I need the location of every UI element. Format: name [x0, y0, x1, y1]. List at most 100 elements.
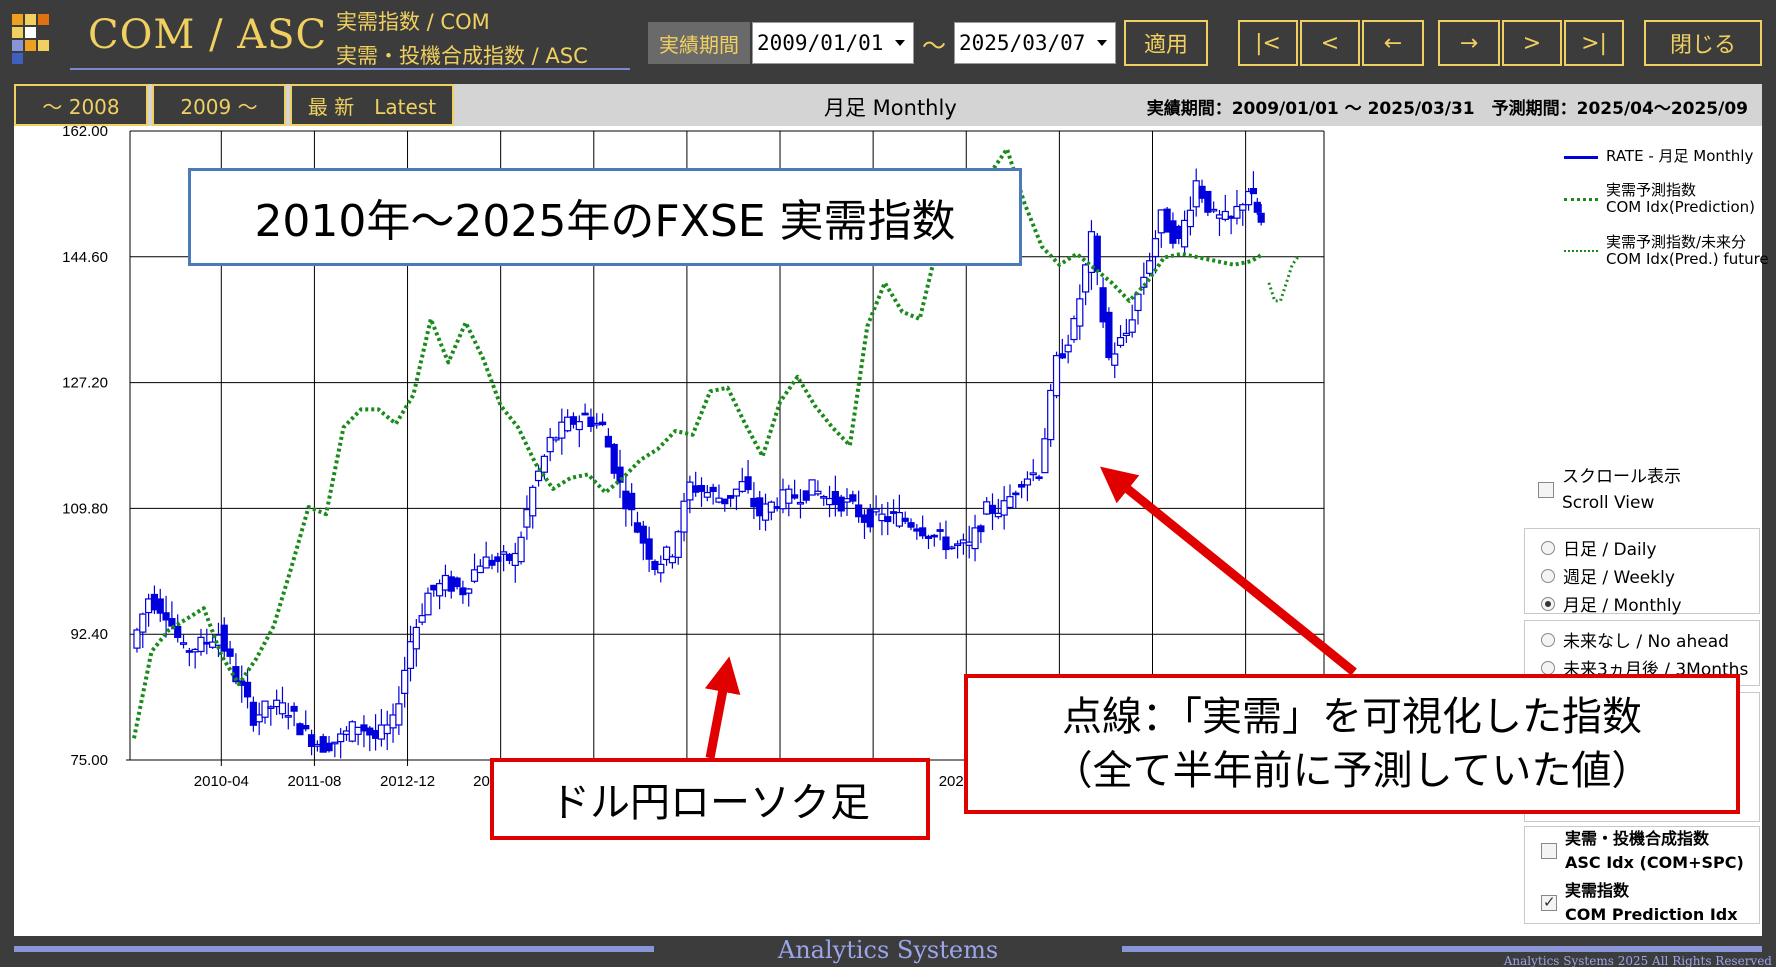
radio-daily[interactable]: 日足 / Daily [1541, 535, 1657, 560]
candle-body [197, 636, 205, 653]
scroll-view-label-jp: スクロール表示 [1562, 467, 1681, 487]
candle-body [1058, 353, 1066, 359]
candle-body [470, 569, 479, 582]
candle-body [942, 536, 950, 551]
candle-body [761, 503, 770, 521]
candle-body [610, 443, 618, 474]
annotation-candle-callout: ドル円ローソク足 [490, 758, 930, 840]
scroll-view-toggle[interactable]: スクロール表示 Scroll View [1538, 464, 1681, 516]
radio-no-ahead[interactable]: 未来なし / No ahead [1541, 627, 1729, 652]
candle-body [290, 705, 298, 712]
candle-body [959, 539, 968, 544]
candle-body [674, 531, 682, 558]
candle-body [919, 527, 927, 537]
candle-body [319, 736, 327, 753]
radio-no-ahead-button[interactable] [1541, 632, 1555, 647]
footer-copyright: Analytics Systems 2025 All Rights Reserv… [1503, 954, 1772, 967]
candle-body [808, 479, 816, 496]
candle-body [697, 484, 706, 492]
date-from-select[interactable]: 2009/01/01 [752, 22, 914, 64]
candle-body [930, 534, 938, 538]
candle-body [441, 574, 450, 591]
date-to-value: 2025/03/07 [959, 31, 1086, 55]
candle-body [1018, 484, 1026, 488]
candle-body [721, 498, 729, 505]
radio-monthly-button[interactable] [1541, 596, 1555, 611]
candle-body [837, 496, 845, 512]
radio-three-months-button[interactable] [1541, 660, 1555, 675]
arrow-to-prediction [1100, 466, 1357, 676]
candle-body [1198, 185, 1206, 199]
nav-first-button[interactable]: |< [1238, 20, 1298, 66]
candle-body [191, 648, 199, 653]
candle-body [814, 490, 822, 495]
y-tick-label: 92.40 [70, 626, 108, 643]
subtitle-com: 実需指数 / COM [336, 10, 490, 34]
candle-body [1221, 210, 1229, 220]
tab-latest[interactable]: 最 新 Latest [290, 84, 454, 126]
annotation-dotted-line2: （全て半年前に予測していた値） [1052, 748, 1652, 794]
y-axis-ticks: 162.00 144.60 127.20 109.80 92.40 75.00 [62, 126, 108, 769]
candle-body [1249, 187, 1258, 195]
date-from-value: 2009/01/01 [757, 31, 884, 55]
candle-body [1253, 201, 1261, 213]
annotation-dotted-line1: 点線：「実需」を可視化した指数 [1062, 694, 1642, 740]
radio-weekly-button[interactable] [1541, 568, 1555, 583]
candle-body [354, 726, 362, 735]
date-to-select[interactable]: 2025/03/07 [954, 22, 1116, 64]
candle-body [1215, 214, 1224, 219]
prediction-series [132, 147, 1300, 739]
candle-body [1041, 438, 1049, 474]
candle-body [1012, 492, 1020, 496]
candle-body [185, 650, 193, 653]
legend-label-rate: RATE - 月足 Monthly [1606, 147, 1754, 165]
candle-body [750, 497, 758, 508]
candle-body [505, 553, 514, 561]
tab-until-2008[interactable]: ～ 2008 [14, 84, 148, 126]
tab-from-2009[interactable]: 2009 ～ [152, 84, 286, 126]
index-checkbox-group: 実需・投機合成指数 ASC Idx (COM+SPC) 実需指数 COM Pre… [1524, 826, 1760, 924]
candle-body [249, 701, 257, 726]
title-underline [70, 68, 630, 70]
candle-body [564, 416, 572, 432]
asc-index-label-en: ASC Idx (COM+SPC) [1565, 853, 1744, 872]
legend-swatch-future [1564, 250, 1598, 252]
candle-body [523, 509, 531, 528]
scroll-view-checkbox[interactable] [1538, 482, 1554, 498]
candle-body [401, 669, 409, 694]
legend-label-prediction-en: COM Idx(Prediction) [1606, 198, 1756, 216]
apply-button[interactable]: 適用 [1124, 20, 1208, 66]
candle-body [1210, 208, 1218, 212]
asc-index-toggle[interactable]: 実需・投機合成指数 ASC Idx (COM+SPC) [1541, 827, 1744, 875]
radio-daily-button[interactable] [1541, 540, 1555, 555]
nav-forward-button[interactable]: → [1438, 20, 1500, 66]
chart-mode-label: 月足 Monthly [824, 96, 957, 120]
com-index-checkbox[interactable] [1541, 893, 1557, 911]
footer: Analytics Systems Analytics Systems 2025… [0, 936, 1776, 967]
candle-body [1151, 238, 1160, 258]
close-button[interactable]: 閉じる [1644, 20, 1762, 66]
candle-body [855, 504, 863, 518]
nav-last-button[interactable]: >| [1564, 20, 1624, 66]
candle-body [162, 612, 170, 621]
candle-body [593, 422, 601, 426]
candle-body [796, 501, 805, 505]
candle-body [756, 497, 764, 517]
asc-index-checkbox[interactable] [1541, 843, 1557, 859]
x-tick-label: 2012-12 [380, 773, 435, 790]
candle-body [662, 546, 671, 561]
legend-swatch-prediction [1564, 198, 1598, 201]
candle-body [278, 702, 287, 715]
candle-body [500, 551, 508, 555]
nav-back-button[interactable]: ← [1362, 20, 1424, 66]
radio-weekly[interactable]: 週足 / Weekly [1541, 563, 1675, 588]
com-index-toggle[interactable]: 実需指数 COM Prediction Idx [1541, 879, 1738, 927]
nav-next-button[interactable]: > [1502, 20, 1562, 66]
candle-body [307, 734, 316, 748]
candle-body [965, 541, 973, 546]
radio-monthly[interactable]: 月足 / Monthly [1541, 591, 1682, 616]
nav-prev-button[interactable]: < [1300, 20, 1360, 66]
candle-body [1082, 264, 1090, 293]
candle-body [1064, 344, 1072, 353]
candle-body [744, 476, 752, 491]
